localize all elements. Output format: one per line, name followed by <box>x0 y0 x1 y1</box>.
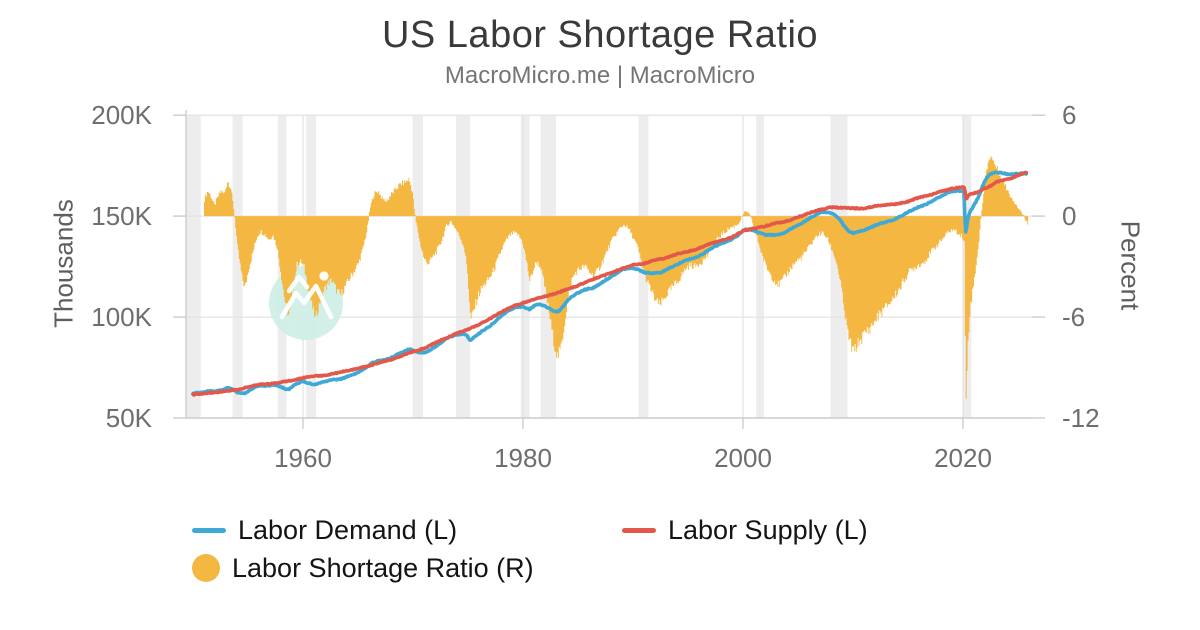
series-labor-supply-line <box>191 170 1028 397</box>
x-axis-tick-label: 2020 <box>934 443 992 473</box>
right-axis-tick-label: 6 <box>1062 100 1077 130</box>
series-labor-demand-line <box>191 170 1028 396</box>
page-subtitle: MacroMicro.me | MacroMicro <box>444 62 756 89</box>
legend-label-labor-shortage-ratio: Labor Shortage Ratio (R) <box>232 552 534 583</box>
left-axis-tick-label: 150K <box>91 201 152 231</box>
legend-marker-line-blue <box>192 527 226 533</box>
legend-item-labor-demand[interactable]: Labor Demand (L) <box>192 514 457 546</box>
legend-label-labor-demand: Labor Demand (L) <box>238 514 458 545</box>
x-axis-tick-label: 1960 <box>274 443 332 473</box>
axis-lines <box>173 110 1045 429</box>
series-labor-shortage-ratio-area <box>204 156 1029 399</box>
right-axis-tick-label: 0 <box>1062 201 1077 231</box>
legend-item-labor-supply[interactable]: Labor Supply (L) <box>622 514 868 546</box>
x-axis-tick-label: 2000 <box>714 443 772 473</box>
right-axis-tick-label: -6 <box>1062 302 1086 332</box>
watermark-mountain-icon <box>279 271 334 320</box>
x-axis-tick-label: 1980 <box>494 443 552 473</box>
legend-marker-circle-orange <box>192 554 220 582</box>
left-axis-tick-label: 100K <box>91 302 152 332</box>
legend-marker-line-red <box>622 527 656 533</box>
legend-item-labor-shortage-ratio[interactable]: Labor Shortage Ratio (R) <box>190 552 534 584</box>
page-title: US Labor Shortage Ratio <box>381 14 819 56</box>
legend-label-labor-supply: Labor Supply (L) <box>668 514 868 545</box>
right-axis-tick-label: -12 <box>1062 403 1100 433</box>
left-axis-tick-label: 200K <box>91 100 152 130</box>
left-axis-tick-label: 50K <box>105 403 152 433</box>
